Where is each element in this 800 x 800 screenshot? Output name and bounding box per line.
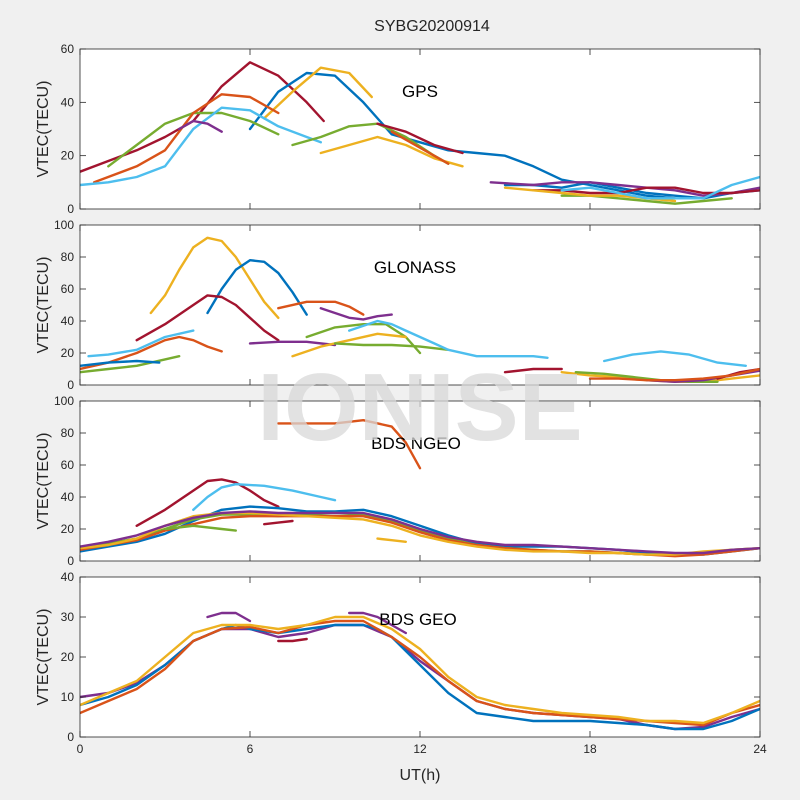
series-line-4 — [80, 505, 760, 556]
series-line-11 — [178, 119, 223, 133]
series-line-6 — [80, 106, 322, 187]
series-line-1 — [277, 419, 422, 470]
y-tick-label: 20 — [61, 522, 75, 536]
series-line-13 — [489, 181, 760, 197]
y-axis-label: VTEC(TECU) — [35, 433, 52, 530]
series-line-2 — [135, 478, 280, 527]
y-tick-label: 40 — [61, 95, 75, 109]
series-line-7 — [277, 637, 308, 643]
series-line-9 — [163, 524, 237, 532]
series-line-10 — [376, 537, 407, 543]
series-line-3 — [192, 483, 337, 511]
series-group — [80, 61, 760, 205]
y-tick-label: 20 — [61, 149, 75, 163]
series-line-5 — [93, 93, 280, 184]
series-line-16 — [603, 350, 747, 367]
y-tick-label: 20 — [61, 650, 75, 664]
series-line-4 — [80, 335, 223, 371]
series-line-14 — [532, 186, 760, 195]
y-tick-label: 40 — [61, 490, 75, 504]
series-line-2 — [206, 259, 308, 316]
y-tick-label: 100 — [54, 218, 74, 232]
y-tick-label: 0 — [67, 378, 74, 392]
series-line-14 — [348, 319, 549, 359]
chart-title: SYBG20200914 — [374, 18, 490, 35]
y-tick-label: 40 — [61, 314, 75, 328]
panel-2: 0 20 40 60 80 100 VTEC(TECU) GLONASS — [35, 218, 761, 392]
series-line-1 — [149, 236, 280, 319]
y-tick-label: 60 — [61, 458, 75, 472]
series-line-11 — [263, 519, 294, 526]
y-tick-label: 0 — [67, 202, 74, 216]
series-line-8 — [80, 510, 760, 555]
series-line-10 — [376, 122, 464, 155]
panel-label: GPS — [402, 82, 438, 101]
series-group — [80, 419, 760, 558]
y-tick-label: 60 — [61, 282, 75, 296]
series-group — [80, 611, 760, 731]
series-line-2 — [248, 71, 677, 200]
series-line-11 — [248, 340, 337, 347]
y-tick-label: 60 — [61, 42, 75, 56]
watermark: IONISE — [257, 354, 582, 461]
y-tick-label: 80 — [61, 426, 75, 440]
series-line-17 — [560, 175, 760, 200]
x-tick-label: 24 — [753, 742, 767, 756]
panel-label: BDS NGEO — [371, 434, 461, 453]
panel-1: 0 20 40 60 VTEC(TECU) GPS — [35, 42, 761, 216]
y-tick-label: 100 — [54, 394, 74, 408]
x-tick-label: 18 — [583, 742, 597, 756]
y-tick-label: 40 — [61, 570, 75, 584]
y-tick-label: 20 — [61, 346, 75, 360]
series-line-4 — [80, 615, 760, 725]
series-group — [80, 236, 760, 383]
series-line-15 — [503, 367, 563, 374]
x-axis-label: UT(h) — [400, 767, 441, 784]
y-tick-label: 0 — [67, 730, 74, 744]
series-line-6 — [348, 611, 407, 635]
series-line-5 — [206, 611, 252, 623]
y-tick-label: 0 — [67, 554, 74, 568]
series-line-21 — [588, 367, 760, 382]
series-line-3 — [135, 294, 280, 342]
panel-label: BDS GEO — [379, 610, 456, 629]
series-line-7 — [80, 511, 760, 556]
series-line-7 — [80, 359, 161, 367]
y-tick-label: 80 — [61, 250, 75, 264]
y-tick-label: 10 — [61, 690, 75, 704]
y-axis-label: VTEC(TECU) — [35, 257, 52, 354]
y-tick-label: 30 — [61, 610, 75, 624]
series-line-8 — [277, 300, 365, 316]
x-tick-label: 0 — [77, 742, 84, 756]
panel-label: GLONASS — [374, 258, 456, 277]
series-line-9 — [390, 130, 450, 165]
series-line-5 — [87, 329, 195, 358]
x-tick-label: 12 — [413, 742, 427, 756]
series-line-6 — [80, 355, 181, 374]
y-axis-label: VTEC(TECU) — [35, 609, 52, 706]
series-line-9 — [319, 307, 393, 321]
series-line-10 — [305, 323, 422, 355]
panel-4: 0 10 20 30 40 0 6 12 18 24 VTEC(TECU) BDS GEO — [35, 570, 767, 756]
x-tick-label: 6 — [247, 742, 254, 756]
y-axis-label: VTEC(TECU) — [35, 81, 52, 178]
series-line-3 — [263, 66, 373, 120]
panel-3: 0 20 40 60 80 100 VTEC(TECU) BDS NGEO — [35, 394, 761, 568]
series-line-12 — [291, 332, 407, 358]
series-line-13 — [333, 342, 450, 351]
